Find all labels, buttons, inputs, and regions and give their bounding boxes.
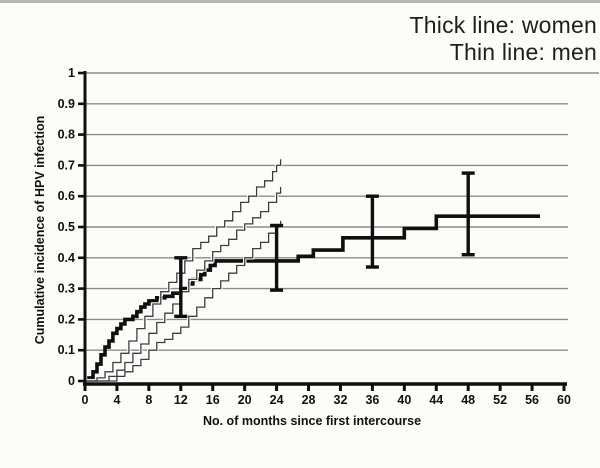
svg-text:0.1: 0.1 xyxy=(58,343,75,357)
svg-text:12: 12 xyxy=(174,393,188,407)
svg-text:4: 4 xyxy=(113,393,120,407)
svg-text:56: 56 xyxy=(525,393,539,407)
tick-labels-group: 0 4 8 12 16 20 24 28 32 36 40 44 48 52 56 6000.10.20.30… xyxy=(58,66,571,407)
svg-text:40: 40 xyxy=(397,393,411,407)
legend-entry-men: Thin line: men xyxy=(449,39,597,65)
svg-text:0: 0 xyxy=(68,374,75,388)
svg-text:24: 24 xyxy=(270,393,284,407)
gridlines-group xyxy=(85,72,599,351)
error-bars-group xyxy=(174,171,475,319)
svg-text:0.6: 0.6 xyxy=(58,189,75,203)
svg-text:36: 36 xyxy=(365,393,379,407)
svg-text:0: 0 xyxy=(82,393,89,407)
svg-text:28: 28 xyxy=(302,393,316,407)
svg-text:48: 48 xyxy=(461,393,475,407)
legend-entry-women: Thick line: women xyxy=(409,12,597,38)
series-lines-group xyxy=(85,159,540,383)
svg-text:0.4: 0.4 xyxy=(58,251,75,265)
x-axis-title: No. of months since first intercourse xyxy=(203,414,421,428)
svg-text:0.7: 0.7 xyxy=(58,158,75,172)
svg-text:20: 20 xyxy=(238,393,252,407)
svg-text:8: 8 xyxy=(145,393,152,407)
svg-text:0.3: 0.3 xyxy=(58,282,75,296)
y-axis-title: Cumulative incidence of HPV infection xyxy=(33,116,47,345)
svg-text:16: 16 xyxy=(206,393,220,407)
chart-legend: Thick line: women Thin line: men xyxy=(410,12,597,66)
slide-top-border xyxy=(0,0,600,3)
svg-text:1: 1 xyxy=(68,66,75,80)
svg-text:52: 52 xyxy=(493,393,507,407)
svg-text:0.5: 0.5 xyxy=(58,220,75,234)
svg-text:32: 32 xyxy=(334,393,348,407)
svg-text:44: 44 xyxy=(429,393,443,407)
svg-text:60: 60 xyxy=(557,393,571,407)
svg-text:0.2: 0.2 xyxy=(58,312,75,326)
svg-text:0.8: 0.8 xyxy=(58,128,75,142)
axes-group xyxy=(78,71,567,391)
svg-text:0.9: 0.9 xyxy=(58,97,75,111)
